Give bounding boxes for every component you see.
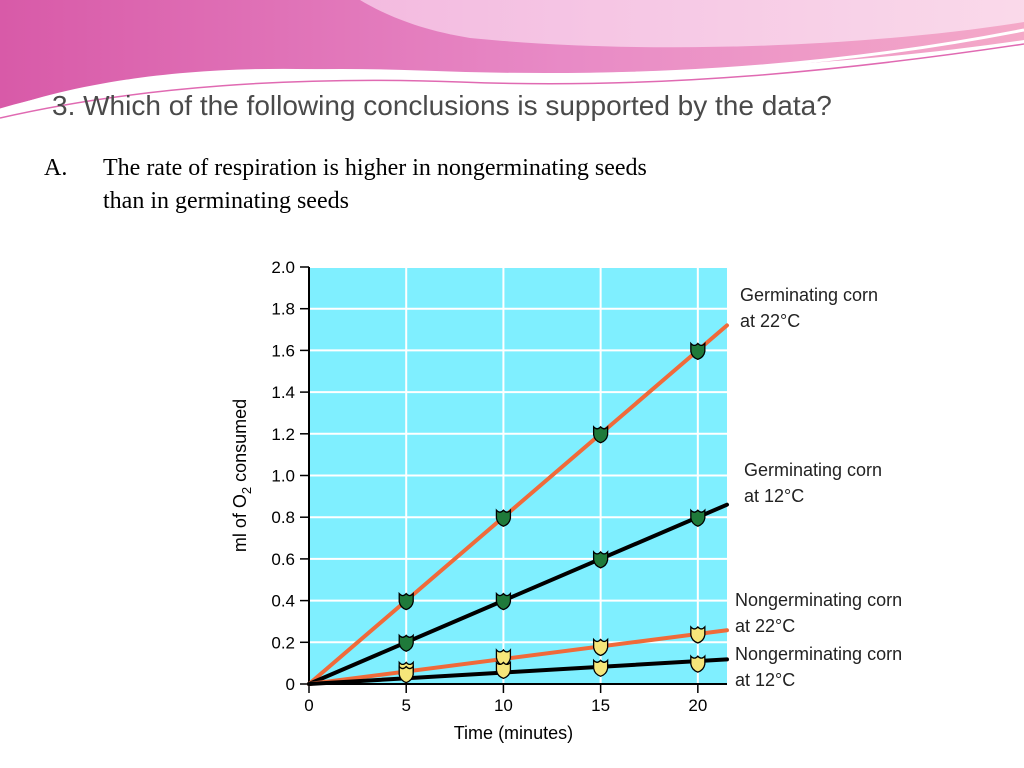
series-line-n22 [307, 628, 729, 686]
oxygen-consumption-chart: 0 0.2 0.4 0.6 0.8 1.0 1.2 1.4 1.6 1.8 2.0 0 5 10 15 20 T… [230, 258, 902, 743]
x-tick-label: 20 [688, 696, 707, 715]
y-tick-label: 0.6 [271, 550, 295, 569]
y-tick-label: 1.8 [271, 300, 295, 319]
series-label-g22-line1: Germinating corn [740, 285, 878, 305]
series-line-g22 [307, 323, 729, 686]
x-axis-label: Time (minutes) [454, 723, 573, 743]
chart-panel: 0 0.2 0.4 0.6 0.8 1.0 1.2 1.4 1.6 1.8 2.0 0 5 10 15 20 T… [222, 243, 957, 755]
data-point-g22 [592, 425, 609, 444]
series-label-n22-line2: at 22°C [735, 616, 795, 636]
option-text-line2: than in germinating seeds [103, 188, 349, 214]
series-label-n12-line2: at 12°C [735, 670, 795, 690]
series-label-g22-line2: at 22°C [740, 311, 800, 331]
data-point-n22 [690, 625, 706, 644]
y-tick-label: 2.0 [271, 258, 295, 277]
option-letter: A. [44, 155, 68, 181]
data-point-n12 [592, 658, 609, 678]
series-label-g12-line1: Germinating corn [744, 460, 882, 480]
x-tick-label: 15 [591, 696, 610, 715]
y-tick-label: 1.6 [271, 341, 295, 360]
series-line-g12 [307, 502, 729, 686]
y-tick-label: 0.8 [271, 508, 295, 527]
data-point-g12 [690, 508, 706, 527]
y-tick-label: 0.4 [271, 592, 295, 611]
series-label-n12-line1: Nongerminating corn [735, 644, 902, 664]
data-point-g22 [690, 341, 706, 361]
data-point-g22 [398, 591, 414, 611]
data-point-n12 [690, 654, 706, 673]
data-point-n12 [398, 664, 414, 684]
data-point-g22 [495, 508, 512, 527]
data-point-n12 [495, 660, 512, 680]
y-axis-label: ml of O2 consumed [230, 399, 254, 552]
slide-title: 3. Which of the following conclusions is… [52, 90, 832, 121]
data-point-n22 [592, 637, 609, 657]
x-tick-label: 5 [401, 696, 410, 715]
data-point-g12 [495, 591, 512, 611]
x-tick-label: 0 [304, 696, 313, 715]
data-point-g12 [592, 550, 609, 569]
slide-banner [0, 0, 1024, 119]
y-tick-label: 0.2 [271, 633, 295, 652]
data-point-g12 [398, 633, 414, 652]
y-tick-label: 0 [286, 675, 295, 694]
y-tick-label: 1.4 [271, 383, 295, 402]
series-label-g12-line2: at 12°C [744, 486, 804, 506]
series-label-n22-line1: Nongerminating corn [735, 590, 902, 610]
x-tick-label: 10 [494, 696, 513, 715]
series-line-n12 [307, 657, 729, 686]
y-tick-label: 1.2 [271, 425, 295, 444]
option-text-line1: The rate of respiration is higher in non… [103, 155, 647, 181]
y-tick-label: 1.0 [271, 467, 295, 486]
